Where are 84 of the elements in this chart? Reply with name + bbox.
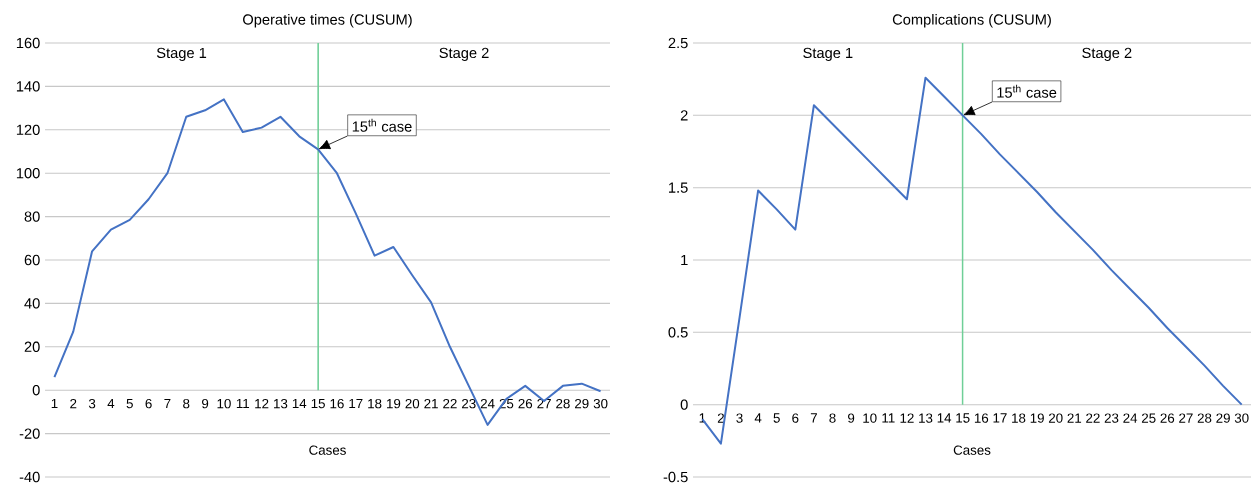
annotation: 15$^{th}$ case	[997, 84, 1057, 98]
y-tick-label: 2.5	[668, 37, 688, 49]
x-tick-label: 19	[1030, 413, 1044, 423]
y-tick-label: 120	[16, 124, 40, 135]
x-tick-label: 18	[1012, 413, 1026, 423]
annotation: Stage 1	[156, 47, 207, 61]
y-tick-label: 140	[16, 81, 40, 92]
x-tick-label: 20	[405, 398, 420, 409]
x-tick-label: 10	[217, 398, 231, 409]
y-tick-label: 0.5	[668, 327, 688, 338]
y-tick-label: 160	[16, 37, 40, 49]
x-tick-label: 6	[145, 398, 152, 409]
x-axis-title: Cases	[953, 445, 991, 455]
y-tick-label: 0	[680, 399, 688, 410]
y-tick-label: 60	[24, 254, 40, 266]
y-tick-label: -0.5	[663, 471, 688, 483]
y-tick-label: -40	[19, 471, 40, 483]
x-tick-label: 24	[480, 398, 495, 409]
x-tick-label: 15	[311, 398, 325, 409]
x-tick-label: 24	[1123, 413, 1138, 423]
y-tick-label: 40	[24, 298, 40, 309]
x-tick-label: 4	[754, 413, 762, 423]
x-tick-label: 29	[575, 398, 589, 409]
x-tick-label: 21	[1067, 413, 1082, 423]
x-tick-label: 15	[956, 413, 970, 423]
chart-title: Complications (CUSUM)	[892, 13, 1051, 28]
x-tick-label: 5	[773, 413, 780, 423]
x-tick-label: 6	[792, 413, 799, 423]
x-tick-label: 23	[1104, 413, 1119, 423]
y-tick-label: -20	[19, 428, 40, 439]
x-tick-label: 13	[274, 398, 288, 409]
x-axis-title: Cases	[309, 445, 346, 455]
x-tick-label: 2	[70, 398, 77, 409]
y-tick-label: 2	[680, 110, 688, 121]
x-tick-label: 26	[1160, 413, 1175, 423]
y-tick-label: 100	[16, 168, 40, 179]
x-tick-label: 16	[330, 398, 344, 409]
x-tick-label: 16	[974, 413, 989, 423]
x-tick-label: 28	[1197, 413, 1212, 423]
x-tick-label: 14	[292, 398, 307, 409]
x-tick-label: 25	[1141, 413, 1156, 423]
x-tick-label: 12	[900, 413, 914, 423]
x-tick-label: 10	[863, 413, 877, 423]
x-tick-label: 1	[51, 398, 58, 409]
y-tick-label: 0	[32, 385, 40, 396]
x-tick-label: 7	[164, 398, 171, 409]
x-tick-label: 9	[202, 398, 209, 409]
x-tick-label: 8	[829, 413, 836, 423]
chart-title: Operative times (CUSUM)	[243, 13, 412, 28]
x-tick-label: 12	[255, 398, 269, 409]
x-tick-label: 14	[937, 413, 952, 423]
y-tick-label: 80	[24, 211, 40, 222]
x-tick-label: 22	[443, 398, 457, 409]
x-tick-label: 13	[919, 413, 933, 423]
x-tick-label: 21	[424, 398, 438, 409]
y-tick-label: 1.5	[669, 182, 688, 193]
x-tick-label: 17	[993, 413, 1007, 423]
x-tick-label: 27	[1179, 413, 1193, 423]
x-tick-label: 9	[848, 413, 855, 423]
y-tick-label: 1	[681, 254, 688, 266]
y-tick-label: 20	[24, 341, 40, 352]
x-tick-label: 4	[107, 398, 115, 409]
x-tick-label: 19	[387, 398, 401, 409]
x-tick-label: 22	[1086, 413, 1100, 423]
x-tick-label: 23	[462, 398, 476, 409]
x-tick-label: 20	[1048, 413, 1063, 423]
x-tick-label: 8	[183, 398, 190, 409]
annotation: Stage 2	[1082, 47, 1132, 61]
annotation: Stage 1	[803, 47, 853, 61]
x-tick-label: 18	[368, 398, 382, 409]
x-tick-label: 28	[556, 398, 570, 409]
x-tick-label: 30	[1234, 413, 1249, 423]
x-tick-label: 30	[593, 398, 608, 409]
x-tick-label: 11	[236, 398, 250, 409]
x-tick-label: 7	[810, 413, 817, 423]
x-tick-label: 11	[882, 413, 895, 423]
annotation: 15$^{th}$ case	[352, 118, 412, 132]
x-tick-label: 29	[1216, 413, 1230, 423]
x-tick-label: 3	[736, 413, 743, 423]
annotation: Stage 2	[439, 47, 489, 61]
x-tick-label: 3	[88, 398, 96, 409]
x-tick-label: 5	[126, 398, 133, 409]
x-tick-label: 26	[518, 398, 533, 409]
x-tick-label: 17	[349, 398, 363, 409]
